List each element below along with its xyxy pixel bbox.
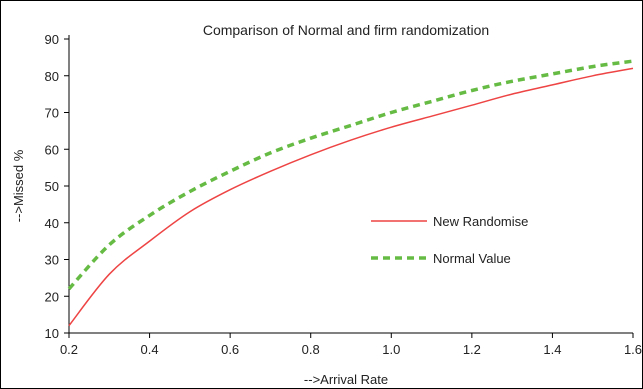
y-tick-label: 80 [45, 69, 59, 84]
x-tick-label: 0.4 [141, 342, 159, 357]
y-axis-label: -->Missed % [11, 149, 26, 222]
y-tick-label: 10 [45, 326, 59, 341]
x-tick-label: 0.8 [302, 342, 320, 357]
x-tick-label: 1.0 [382, 342, 400, 357]
x-tick-label: 0.6 [221, 342, 239, 357]
y-tick-label: 90 [45, 32, 59, 47]
series-line-2 [67, 59, 634, 291]
x-tick-label: 1.6 [624, 342, 642, 357]
chart-title: Comparison of Normal and firm randomizat… [203, 22, 489, 38]
legend: New Randomise Normal Value [371, 214, 528, 266]
y-tick-label: 20 [45, 289, 59, 304]
x-tick-label: 0.2 [60, 342, 78, 357]
axes [68, 35, 633, 334]
x-axis-label: -->Arrival Rate [304, 372, 388, 387]
x-tick-label: 1.4 [543, 342, 561, 357]
y-tick-label: 40 [45, 216, 59, 231]
legend-label-2: Normal Value [433, 251, 511, 266]
y-tick-label: 50 [45, 179, 59, 194]
y-tick-label: 60 [45, 142, 59, 157]
ticks: 10 20 30 40 50 60 70 80 90 0.2 0.4 0.6 0.8 1.0 1.2 1.4 1… [45, 32, 642, 357]
legend-label-1: New Randomise [433, 214, 528, 229]
series-line-1 [68, 67, 634, 327]
series-layer [67, 59, 634, 327]
y-tick-label: 30 [45, 253, 59, 268]
x-tick-label: 1.2 [463, 342, 481, 357]
y-tick-label: 70 [45, 106, 59, 121]
